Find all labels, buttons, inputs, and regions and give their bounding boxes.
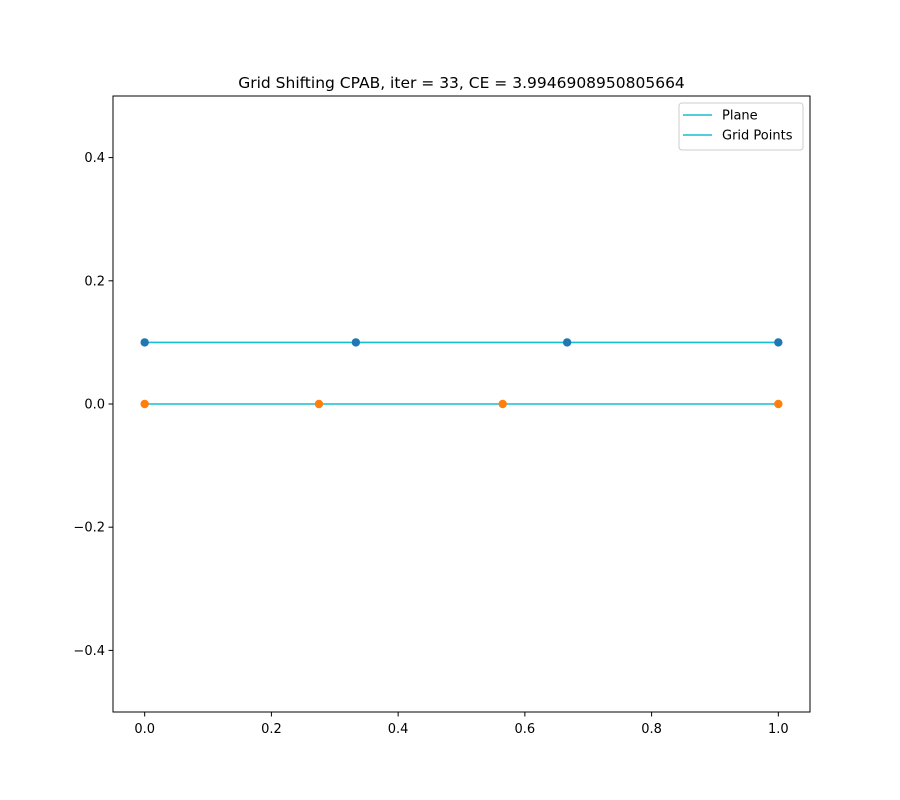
series-1-point-4 xyxy=(774,338,783,347)
series-1-point-3 xyxy=(562,338,572,347)
x-tick-label: 0.2 xyxy=(261,722,282,737)
series-1-point-2 xyxy=(351,338,361,347)
legend-label-2: Grid Points xyxy=(722,129,793,144)
x-axis: 0.0 0.2 0.4 0.6 0.8 1.0 xyxy=(134,712,789,737)
series-1-point-1 xyxy=(140,338,149,347)
y-tick-label: −0.4 xyxy=(73,644,105,659)
series-2-point-1 xyxy=(140,399,149,409)
y-tick-label: 0.2 xyxy=(84,274,105,289)
plot-area xyxy=(112,95,811,713)
y-tick-label: 0.0 xyxy=(84,398,105,413)
x-tick-label: 0.6 xyxy=(515,722,536,737)
x-tick-label: 0.4 xyxy=(388,722,409,737)
y-tick-label: −0.2 xyxy=(73,521,105,536)
y-tick-label: 0.4 xyxy=(84,151,105,166)
series-2-point-3 xyxy=(498,399,507,409)
chart-title: Grid Shifting CPAB, iter = 33, CE = 3.99… xyxy=(238,74,685,92)
x-tick-label: 1.0 xyxy=(768,722,789,737)
y-axis: −0.4 −0.2 0.0 0.2 0.4 xyxy=(73,151,113,659)
x-tick-label: 0.8 xyxy=(641,722,662,737)
x-tick-label: 0.0 xyxy=(134,722,155,737)
legend-label-1: Plane xyxy=(722,109,758,124)
series-2-point-4 xyxy=(774,399,783,409)
legend: Plane Grid Points xyxy=(678,102,804,151)
series-2-point-2 xyxy=(314,399,324,409)
